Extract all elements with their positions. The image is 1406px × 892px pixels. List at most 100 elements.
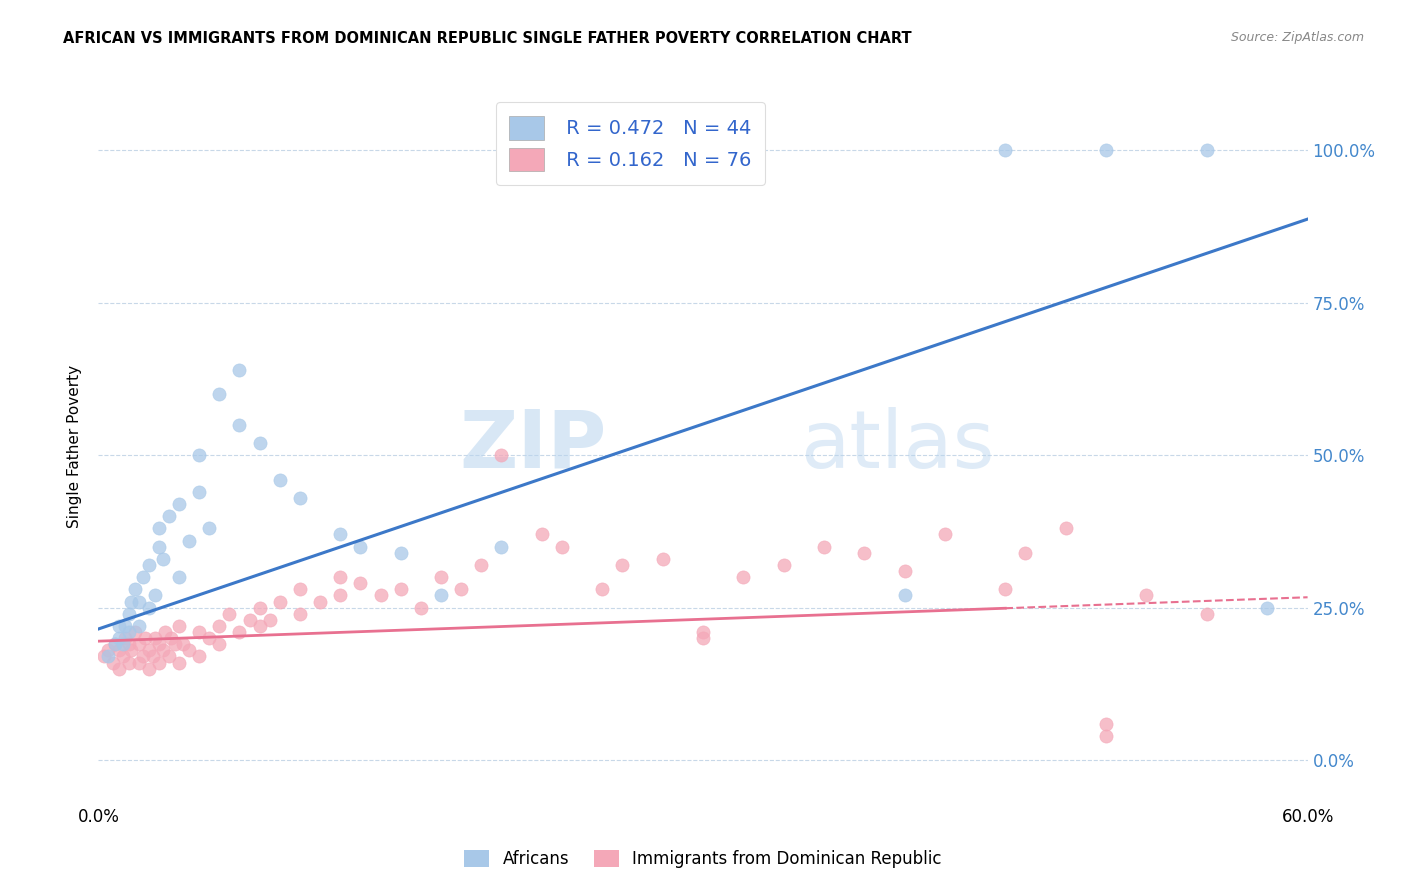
Point <box>107 643 129 657</box>
Point <box>128 637 150 651</box>
Point <box>893 564 915 578</box>
Legend:  R = 0.472   N = 44,  R = 0.162   N = 76: R = 0.472 N = 44, R = 0.162 N = 76 <box>496 103 765 185</box>
Point <box>269 473 291 487</box>
Point <box>430 589 453 603</box>
Text: atlas: atlas <box>800 407 994 485</box>
Point <box>389 582 412 597</box>
Point <box>93 649 115 664</box>
Point <box>111 649 134 664</box>
Point <box>551 540 574 554</box>
Point <box>107 631 129 645</box>
Point <box>329 589 352 603</box>
Point <box>179 643 201 657</box>
Point <box>118 625 141 640</box>
Point <box>1014 546 1036 560</box>
Point <box>153 625 176 640</box>
Point <box>142 649 165 664</box>
Point <box>409 600 432 615</box>
Point <box>329 570 352 584</box>
Point <box>329 527 352 541</box>
Point <box>692 631 714 645</box>
Point <box>530 527 553 541</box>
Point <box>813 540 835 554</box>
Point <box>1135 589 1157 603</box>
Point <box>309 594 332 608</box>
Point <box>218 607 240 621</box>
Text: AFRICAN VS IMMIGRANTS FROM DOMINICAN REPUBLIC SINGLE FATHER POVERTY CORRELATION : AFRICAN VS IMMIGRANTS FROM DOMINICAN REP… <box>63 31 912 46</box>
Point <box>591 582 613 597</box>
Point <box>118 656 141 670</box>
Point <box>120 643 142 657</box>
Point <box>114 619 136 633</box>
Point <box>152 643 174 657</box>
Point <box>120 594 142 608</box>
Point <box>101 656 124 670</box>
Point <box>430 570 453 584</box>
Point <box>208 619 231 633</box>
Point <box>143 589 166 603</box>
Point <box>148 656 170 670</box>
Point <box>651 551 673 566</box>
Legend: Africans, Immigrants from Dominican Republic: Africans, Immigrants from Dominican Repu… <box>457 843 949 875</box>
Point <box>228 363 250 377</box>
Point <box>1054 521 1077 535</box>
Point <box>167 497 190 511</box>
Point <box>491 540 513 554</box>
Point <box>249 436 271 450</box>
Point <box>893 589 915 603</box>
Point <box>249 600 271 615</box>
Point <box>188 625 211 640</box>
Point <box>143 631 166 645</box>
Point <box>772 558 794 572</box>
Text: ZIP: ZIP <box>458 407 606 485</box>
Point <box>97 643 120 657</box>
Point <box>510 143 533 157</box>
Point <box>114 631 136 645</box>
Point <box>118 637 141 651</box>
Point <box>188 649 211 664</box>
Point <box>1095 716 1118 731</box>
Point <box>138 600 160 615</box>
Y-axis label: Single Father Poverty: Single Father Poverty <box>67 365 83 527</box>
Point <box>157 509 180 524</box>
Point <box>1256 600 1278 615</box>
Point <box>692 625 714 640</box>
Point <box>188 448 211 462</box>
Point <box>128 619 150 633</box>
Point <box>118 607 141 621</box>
Point <box>163 637 186 651</box>
Point <box>138 662 160 676</box>
Point <box>228 625 250 640</box>
Point <box>259 613 281 627</box>
Point <box>249 619 271 633</box>
Point <box>208 637 231 651</box>
Point <box>994 143 1017 157</box>
Point <box>208 387 231 401</box>
Point <box>349 540 371 554</box>
Point <box>97 649 120 664</box>
Point <box>124 625 146 640</box>
Point <box>198 631 221 645</box>
Point <box>128 656 150 670</box>
Point <box>107 662 129 676</box>
Point <box>103 637 125 651</box>
Point <box>188 484 211 499</box>
Point <box>111 637 134 651</box>
Point <box>167 656 190 670</box>
Point <box>1095 729 1118 743</box>
Point <box>934 527 956 541</box>
Point <box>179 533 201 548</box>
Point <box>288 607 311 621</box>
Point <box>160 631 183 645</box>
Point <box>288 582 311 597</box>
Point <box>349 576 371 591</box>
Point <box>733 570 755 584</box>
Point <box>470 558 492 572</box>
Point <box>198 521 221 535</box>
Point <box>269 594 291 608</box>
Point <box>167 570 190 584</box>
Point <box>148 521 170 535</box>
Point <box>152 551 174 566</box>
Point <box>370 589 392 603</box>
Point <box>450 582 472 597</box>
